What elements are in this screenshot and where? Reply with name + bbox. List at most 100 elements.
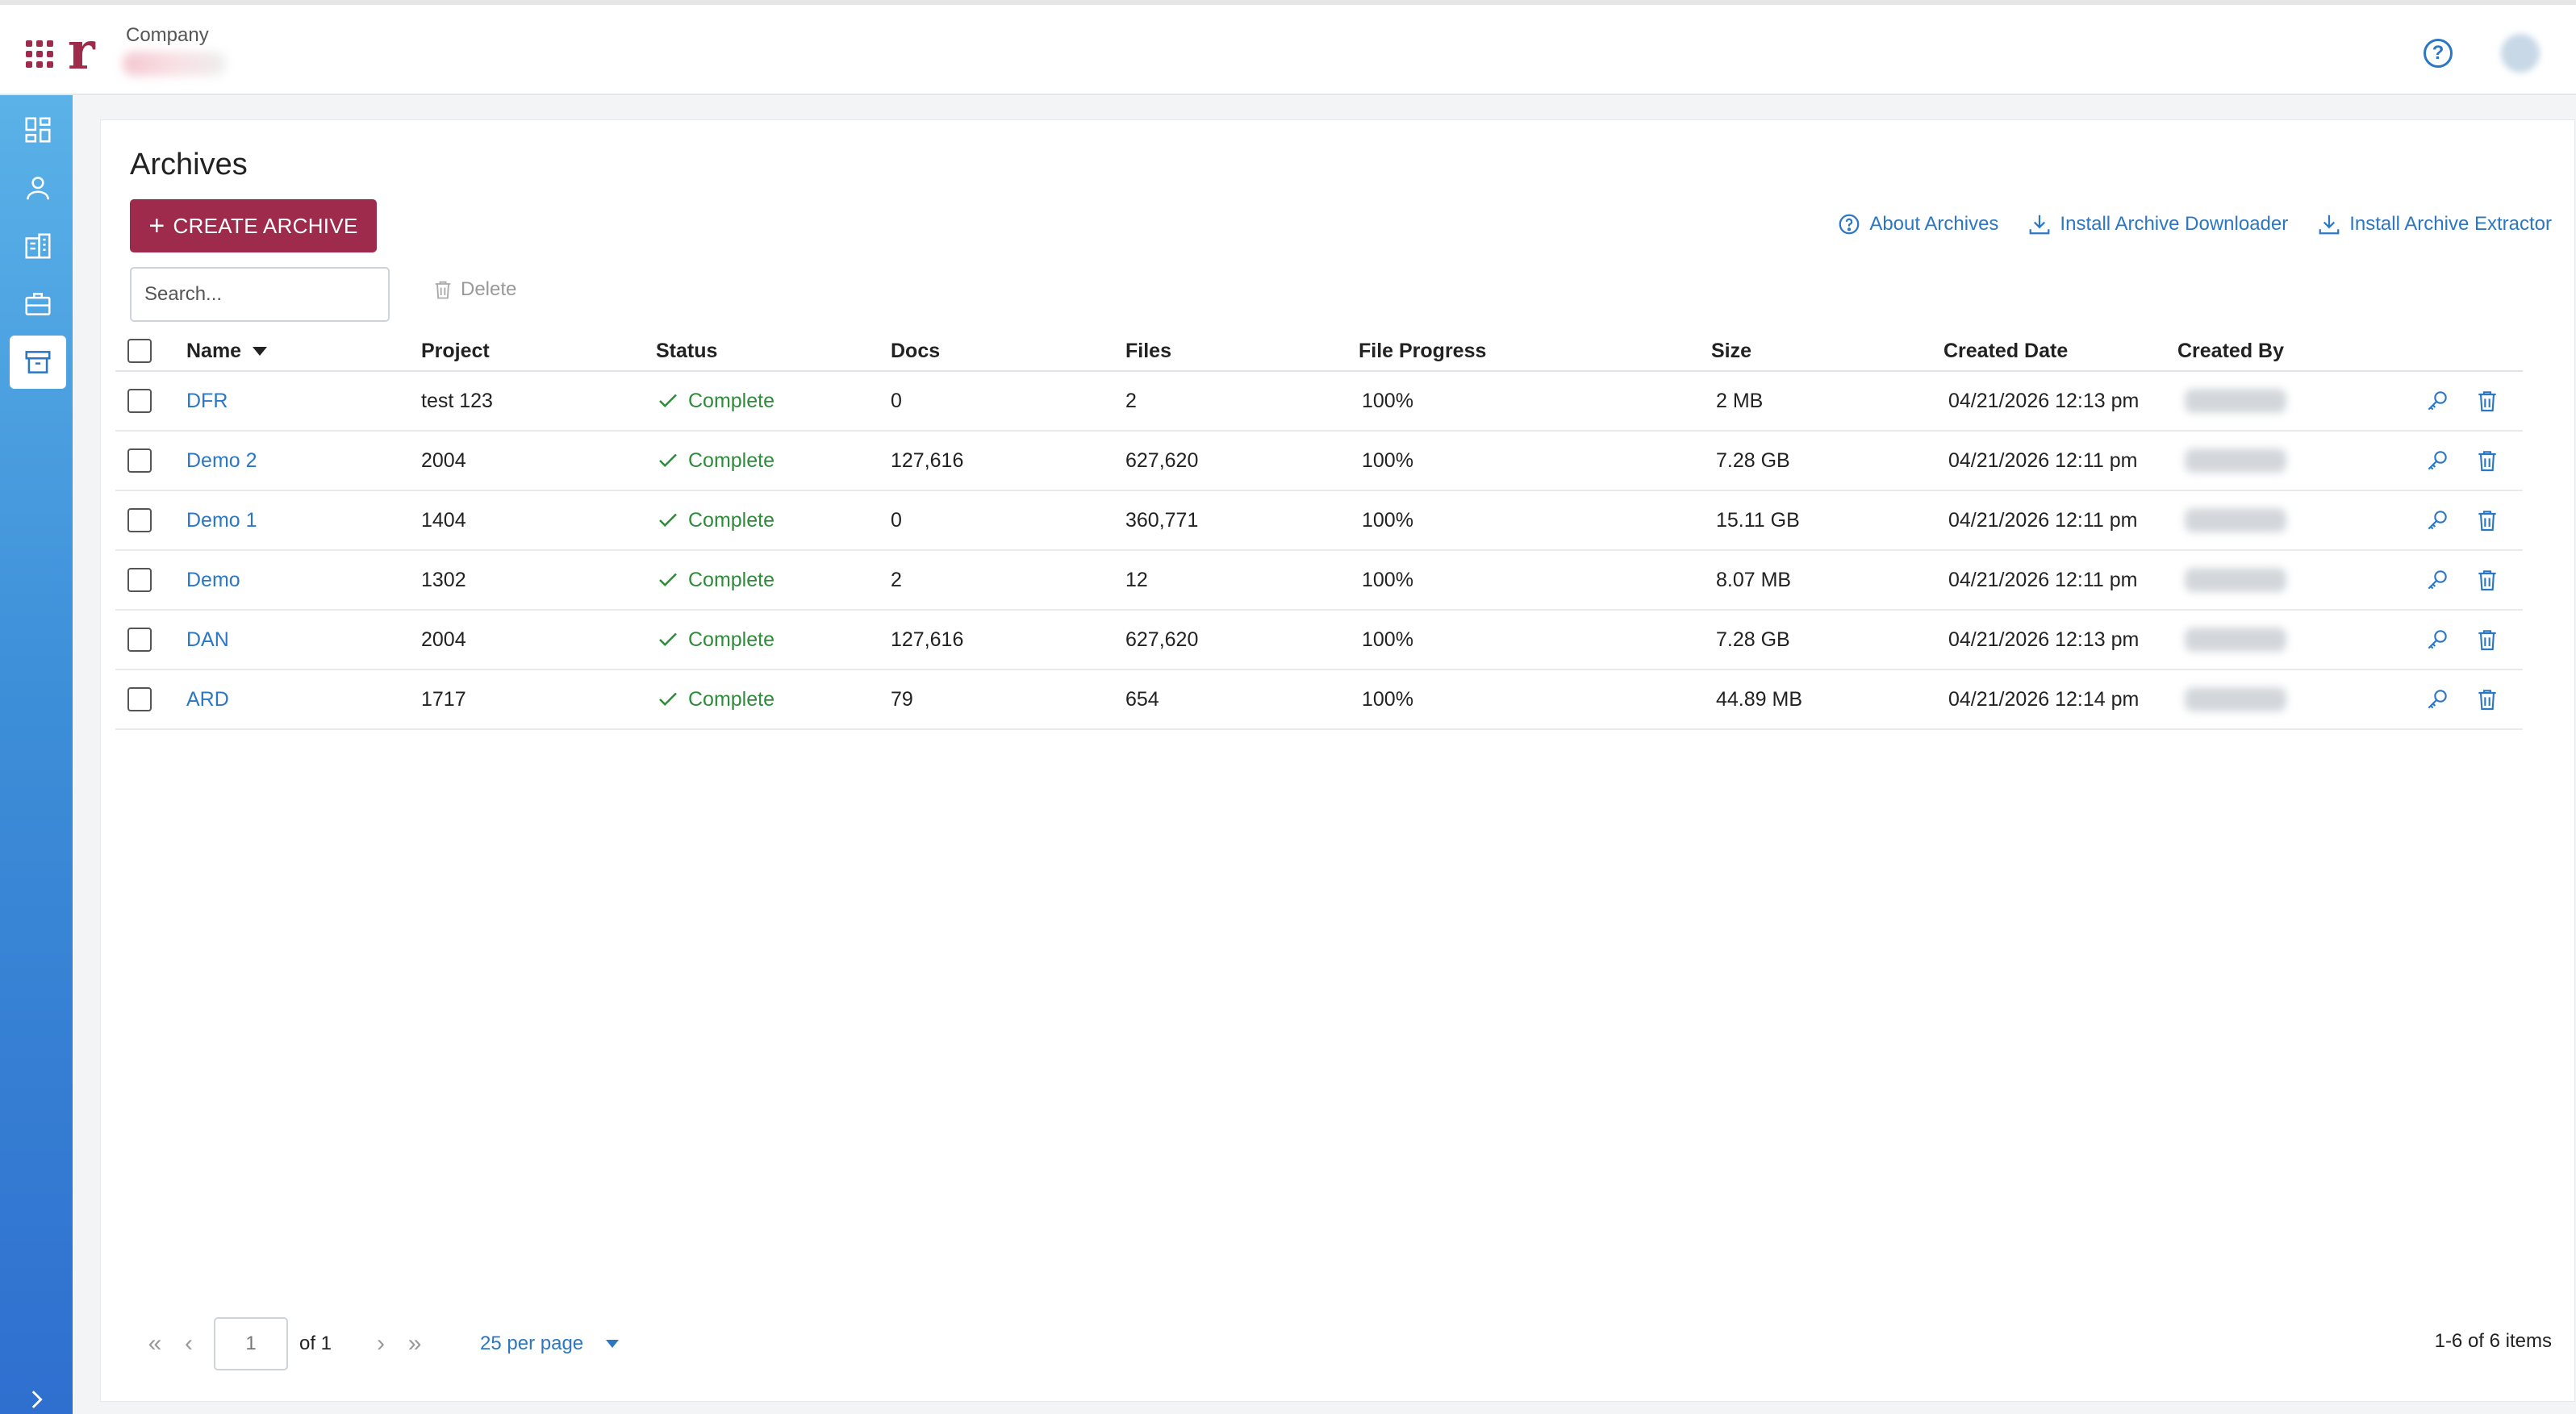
company-name-redacted[interactable] bbox=[123, 52, 226, 76]
next-page-icon[interactable]: › bbox=[377, 1330, 386, 1357]
key-icon bbox=[2428, 630, 2447, 649]
created-by-redacted bbox=[2185, 508, 2286, 532]
file-progress-cell-text: 100% bbox=[1362, 448, 1413, 472]
column-header-project[interactable]: Project bbox=[421, 339, 490, 362]
delete-row-action[interactable] bbox=[2474, 432, 2500, 490]
about-archives-link[interactable]: About Archives bbox=[1837, 212, 1998, 236]
sidebar-item-archives[interactable] bbox=[10, 336, 66, 389]
sidebar bbox=[0, 95, 73, 1414]
created-by-cell bbox=[2185, 372, 2286, 430]
created-date-cell: 04/21/2026 12:11 pm bbox=[1948, 432, 2137, 490]
file-progress-cell: 100% bbox=[1362, 432, 1413, 490]
key-action[interactable] bbox=[2424, 372, 2450, 430]
last-page-icon[interactable]: » bbox=[407, 1330, 422, 1357]
created-by-cell bbox=[2185, 432, 2286, 490]
sidebar-item-dashboard[interactable] bbox=[10, 103, 66, 156]
install-extractor-link[interactable]: Install Archive Extractor bbox=[2317, 212, 2552, 236]
project-cell: 1302 bbox=[421, 551, 466, 609]
created-by-cell bbox=[2185, 611, 2286, 669]
archive-name-link[interactable]: Demo 2 bbox=[186, 432, 257, 490]
row-checkbox[interactable] bbox=[127, 448, 152, 473]
sort-desc-icon[interactable] bbox=[253, 346, 268, 356]
created-by-redacted bbox=[2185, 568, 2286, 592]
created-date-cell-text: 04/21/2026 12:11 pm bbox=[1948, 448, 2138, 472]
file-progress-cell-text: 100% bbox=[1362, 389, 1413, 412]
files-cell: 654 bbox=[1125, 670, 1159, 728]
key-action[interactable] bbox=[2424, 432, 2450, 490]
archive-name-link[interactable]: DAN bbox=[186, 611, 229, 669]
per-page-select[interactable]: 25 per page bbox=[480, 1333, 620, 1355]
created-by-cell bbox=[2185, 491, 2286, 549]
archive-name-link[interactable]: Demo bbox=[186, 551, 240, 609]
column-header-name[interactable]: Name bbox=[186, 332, 268, 370]
delete-row-action[interactable] bbox=[2474, 611, 2500, 669]
check-icon bbox=[659, 394, 677, 408]
column-header-created-date[interactable]: Created Date bbox=[1943, 339, 2069, 362]
size-cell-text: 8.07 MB bbox=[1716, 568, 1792, 591]
search-input[interactable] bbox=[130, 267, 390, 322]
files-cell: 627,620 bbox=[1125, 432, 1198, 490]
delete-row-action[interactable] bbox=[2474, 551, 2500, 609]
column-header-file-progress[interactable]: File Progress bbox=[1359, 339, 1487, 362]
project-cell: 1717 bbox=[421, 670, 466, 728]
archive-name-link[interactable]: ARD bbox=[186, 670, 229, 728]
delete-row-action[interactable] bbox=[2474, 372, 2500, 430]
trash-icon bbox=[2478, 630, 2496, 651]
files-cell-text: 360,771 bbox=[1125, 508, 1199, 532]
about-archives-label: About Archives bbox=[1869, 213, 1999, 235]
files-cell-text: 12 bbox=[1125, 568, 1148, 591]
key-action[interactable] bbox=[2424, 551, 2450, 609]
file-progress-cell: 100% bbox=[1362, 551, 1413, 609]
docs-cell-text: 0 bbox=[891, 508, 902, 532]
project-cell: 2004 bbox=[421, 432, 466, 490]
brand-logo[interactable]: r bbox=[68, 21, 95, 81]
sidebar-item-projects[interactable] bbox=[10, 277, 66, 331]
docs-cell: 79 bbox=[891, 670, 913, 728]
key-action[interactable] bbox=[2424, 611, 2450, 669]
select-all-checkbox[interactable] bbox=[127, 339, 152, 363]
sidebar-item-companies[interactable] bbox=[10, 219, 66, 273]
key-action[interactable] bbox=[2424, 491, 2450, 549]
delete-button[interactable]: Delete bbox=[432, 278, 516, 301]
delete-label: Delete bbox=[461, 278, 517, 300]
user-avatar[interactable] bbox=[2501, 34, 2540, 73]
row-checkbox[interactable] bbox=[127, 568, 152, 592]
first-page-icon[interactable]: « bbox=[148, 1330, 162, 1357]
row-checkbox[interactable] bbox=[127, 628, 152, 652]
docs-cell-text: 79 bbox=[891, 687, 913, 711]
column-header-status[interactable]: Status bbox=[656, 339, 718, 362]
help-icon[interactable]: ? bbox=[2424, 39, 2453, 68]
delete-row-action[interactable] bbox=[2474, 670, 2500, 728]
column-header-size[interactable]: Size bbox=[1711, 339, 1752, 362]
archives-table: Name Project Status Docs Files File Prog… bbox=[115, 332, 2523, 730]
install-downloader-link[interactable]: Install Archive Downloader bbox=[2027, 212, 2288, 236]
column-header-files[interactable]: Files bbox=[1125, 339, 1171, 362]
size-cell: 8.07 MB bbox=[1716, 551, 1791, 609]
files-cell-text: 627,620 bbox=[1125, 448, 1199, 472]
file-progress-cell: 100% bbox=[1362, 491, 1413, 549]
row-checkbox[interactable] bbox=[127, 508, 152, 532]
docs-cell: 127,616 bbox=[891, 432, 963, 490]
app-grid-icon[interactable] bbox=[26, 40, 53, 68]
row-checkbox[interactable] bbox=[127, 687, 152, 711]
column-header-created-by[interactable]: Created By bbox=[2177, 339, 2284, 362]
create-archive-button[interactable]: + CREATE ARCHIVE bbox=[130, 199, 377, 252]
archive-name-link[interactable]: DFR bbox=[186, 372, 228, 430]
expand-sidebar-icon[interactable] bbox=[23, 1386, 50, 1413]
archive-name-link-text: Demo 2 bbox=[186, 448, 257, 472]
briefcase-icon bbox=[25, 293, 51, 315]
project-cell-text: 1404 bbox=[421, 508, 466, 532]
prev-page-icon[interactable]: ‹ bbox=[185, 1330, 193, 1357]
column-header-docs[interactable]: Docs bbox=[891, 339, 941, 362]
files-cell: 627,620 bbox=[1125, 611, 1198, 669]
project-cell: 2004 bbox=[421, 611, 466, 669]
delete-row-action[interactable] bbox=[2474, 491, 2500, 549]
chevron-down-icon bbox=[606, 1340, 620, 1348]
key-action[interactable] bbox=[2424, 670, 2450, 728]
row-checkbox[interactable] bbox=[127, 389, 152, 413]
docs-cell: 0 bbox=[891, 491, 902, 549]
page-number-input[interactable] bbox=[214, 1317, 288, 1370]
archive-name-link[interactable]: Demo 1 bbox=[186, 491, 257, 549]
sidebar-item-users[interactable] bbox=[10, 161, 66, 215]
status-cell-text: Complete bbox=[688, 628, 774, 651]
